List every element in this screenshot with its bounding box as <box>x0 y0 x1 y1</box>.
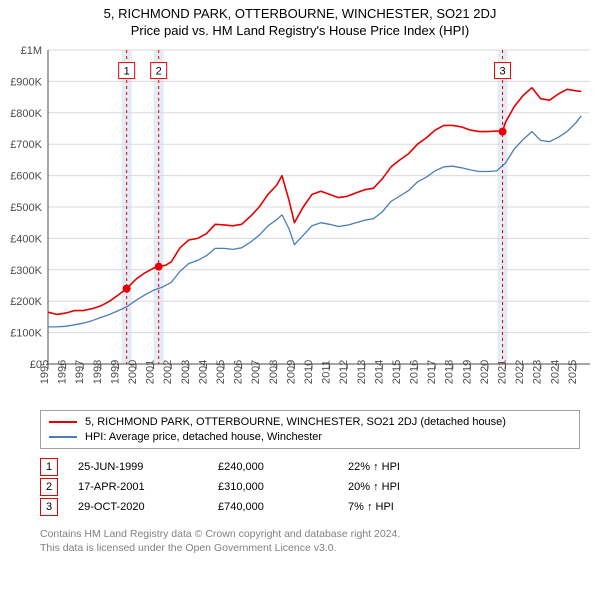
transaction-date: 25-JUN-1999 <box>78 461 218 473</box>
svg-text:2019: 2019 <box>461 360 473 384</box>
svg-text:1996: 1996 <box>57 360 69 384</box>
svg-text:2015: 2015 <box>391 360 403 384</box>
svg-text:2009: 2009 <box>285 360 297 384</box>
svg-text:2022: 2022 <box>514 360 526 384</box>
svg-text:£400K: £400K <box>10 233 42 245</box>
svg-text:£200K: £200K <box>10 296 42 308</box>
legend-item: HPI: Average price, detached house, Winc… <box>49 430 571 445</box>
svg-text:2001: 2001 <box>145 360 157 384</box>
legend-swatch <box>49 436 77 438</box>
svg-text:£1M: £1M <box>21 45 42 57</box>
svg-text:2005: 2005 <box>215 360 227 384</box>
legend-label: 5, RICHMOND PARK, OTTERBOURNE, WINCHESTE… <box>85 415 506 430</box>
chart-area: £0£100K£200K£300K£400K£500K£600K£700K£80… <box>0 44 600 404</box>
svg-text:2004: 2004 <box>197 360 209 384</box>
transaction-price: £740,000 <box>218 501 348 513</box>
transactions-table: 1 25-JUN-1999£240,00022% ↑ HPI 2 17-APR-200… <box>40 457 580 517</box>
svg-text:2024: 2024 <box>549 360 561 384</box>
transaction-row: 1 25-JUN-1999£240,00022% ↑ HPI <box>40 457 580 477</box>
legend-item: 5, RICHMOND PARK, OTTERBOURNE, WINCHESTE… <box>49 415 571 430</box>
svg-text:2003: 2003 <box>180 360 192 384</box>
chart-title-sub: Price paid vs. HM Land Registry's House … <box>0 23 600 38</box>
svg-text:1998: 1998 <box>92 360 104 384</box>
svg-text:£800K: £800K <box>10 108 42 120</box>
transaction-row: 3 29-OCT-2020£740,0007% ↑ HPI <box>40 497 580 517</box>
svg-text:£600K: £600K <box>10 171 42 183</box>
svg-text:2010: 2010 <box>303 360 315 384</box>
svg-text:£500K: £500K <box>10 202 42 214</box>
transaction-vs-hpi: 22% ↑ HPI <box>348 461 400 473</box>
footer-line1: Contains HM Land Registry data © Crown c… <box>40 527 580 541</box>
line-chart: £0£100K£200K£300K£400K£500K£600K£700K£80… <box>0 44 600 404</box>
svg-text:2020: 2020 <box>479 360 491 384</box>
svg-text:1995: 1995 <box>39 360 51 384</box>
transaction-vs-hpi: 7% ↑ HPI <box>348 501 394 513</box>
svg-text:2013: 2013 <box>356 360 368 384</box>
transaction-marker: 3 <box>40 498 58 516</box>
svg-text:1: 1 <box>124 66 130 78</box>
legend-swatch <box>49 421 77 423</box>
transaction-price: £310,000 <box>218 481 348 493</box>
svg-text:2023: 2023 <box>532 360 544 384</box>
svg-text:2014: 2014 <box>373 360 385 384</box>
transaction-marker: 2 <box>40 478 58 496</box>
svg-text:1997: 1997 <box>74 360 86 384</box>
svg-text:2018: 2018 <box>444 360 456 384</box>
legend-label: HPI: Average price, detached house, Winc… <box>85 430 322 445</box>
svg-text:2: 2 <box>156 66 162 78</box>
chart-title-address: 5, RICHMOND PARK, OTTERBOURNE, WINCHESTE… <box>0 6 600 21</box>
transaction-marker: 1 <box>40 458 58 476</box>
transaction-vs-hpi: 20% ↑ HPI <box>348 481 400 493</box>
svg-text:2008: 2008 <box>268 360 280 384</box>
footer-attribution: Contains HM Land Registry data © Crown c… <box>40 527 580 555</box>
svg-text:2000: 2000 <box>127 360 139 384</box>
transaction-date: 17-APR-2001 <box>78 481 218 493</box>
svg-text:3: 3 <box>499 66 505 78</box>
svg-text:£100K: £100K <box>10 328 42 340</box>
svg-text:2006: 2006 <box>233 360 245 384</box>
svg-text:£700K: £700K <box>10 139 42 151</box>
transaction-date: 29-OCT-2020 <box>78 501 218 513</box>
svg-text:£900K: £900K <box>10 76 42 88</box>
legend: 5, RICHMOND PARK, OTTERBOURNE, WINCHESTE… <box>40 410 580 449</box>
svg-text:2012: 2012 <box>338 360 350 384</box>
svg-text:2016: 2016 <box>409 360 421 384</box>
transaction-price: £240,000 <box>218 461 348 473</box>
svg-text:£300K: £300K <box>10 265 42 277</box>
transaction-row: 2 17-APR-2001£310,00020% ↑ HPI <box>40 477 580 497</box>
svg-text:2025: 2025 <box>567 360 579 384</box>
svg-text:2002: 2002 <box>162 360 174 384</box>
svg-text:1999: 1999 <box>109 360 121 384</box>
svg-text:2007: 2007 <box>250 360 262 384</box>
footer-line2: This data is licensed under the Open Gov… <box>40 541 580 555</box>
svg-text:2017: 2017 <box>426 360 438 384</box>
